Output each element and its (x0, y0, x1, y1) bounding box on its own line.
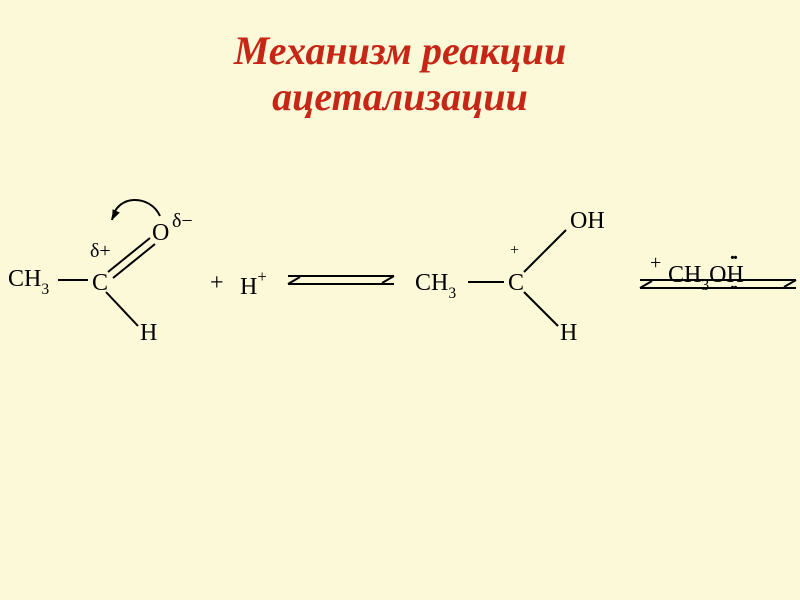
eq2-bot-barb (640, 281, 652, 288)
curved-arrow-head-arrow-o-attack (108, 209, 119, 221)
bond-b-c-o-1a (108, 238, 150, 272)
eq1-bot-barb (288, 277, 300, 284)
label-l-ch3-2: CH3 (415, 270, 456, 301)
label-l-plus: + (210, 270, 224, 297)
title-line-2: ацетализации (272, 74, 528, 119)
label-l-cplus: + (510, 242, 519, 260)
label-l-hplus: H+ (240, 270, 267, 301)
label-l-meoh-plus: + (650, 252, 661, 275)
bond-b-c-o-1b (113, 244, 155, 278)
slide-stage: Механизм реакции ацетализации CH3COHδ+δ−… (0, 0, 800, 600)
label-l-oh: OH (570, 208, 605, 235)
label-l-h-1: H (140, 320, 157, 347)
label-l-o-1: O (152, 220, 169, 247)
label-l-c-1: C (92, 270, 108, 297)
label-l-ch3-1: CH3 (8, 266, 49, 297)
label-l-h-2: H (560, 320, 577, 347)
lonepair-lp-top: .. (730, 248, 736, 258)
bond-b-c-oh (524, 230, 566, 272)
lonepair-lp-bot: .. (730, 278, 736, 288)
bond-b-c-h-2 (524, 292, 558, 326)
label-l-c-2: C (508, 270, 524, 297)
slide-title: Механизм реакции ацетализации (0, 28, 800, 120)
bond-b-c-h-1 (106, 292, 138, 326)
curved-arrow-arrow-o-attack (112, 200, 160, 220)
title-line-1: Механизм реакции (234, 28, 566, 73)
label-l-dplus: δ+ (90, 240, 111, 263)
reaction-diagram: CH3COHδ+δ−+H+CH3COHH++CH3OH.... (0, 180, 800, 600)
eq2-top-barb (784, 280, 796, 287)
eq1-top-barb (382, 276, 394, 283)
reaction-svg (0, 180, 800, 600)
label-l-dminus: δ− (172, 210, 193, 233)
